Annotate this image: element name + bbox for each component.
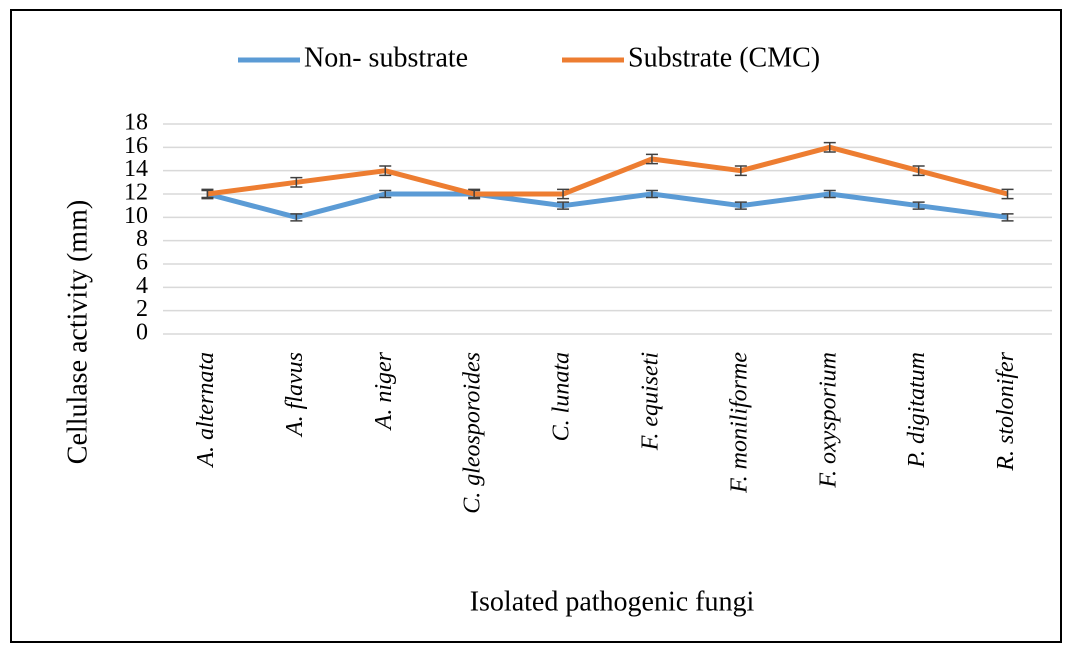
series-line [207,144,1009,197]
error-bar [379,165,392,177]
x-tick-label: C. lunata [549,352,575,441]
error-bar [290,176,303,188]
y-tick-label: 12 [124,180,148,206]
x-tick-label: F. moniliforme [726,352,752,494]
x-tick-label: F. equiseti [637,352,663,451]
y-tick-label: 14 [124,156,148,182]
error-bar [823,141,836,153]
x-tick-label: C. gleosporoides [460,352,486,514]
y-tick-label: 0 [136,320,148,346]
series-line [206,191,1008,220]
error-bar [823,189,836,199]
error-bar [1001,188,1014,200]
x-axis-label: Isolated pathogenic fungi [470,586,755,617]
error-bar [468,188,481,200]
x-tick-label: R. stolonifer [993,351,1019,471]
error-bar [734,201,747,210]
x-tick-label: A. niger [371,351,397,431]
error-bar [379,189,392,199]
y-tick-label: 16 [124,133,148,159]
x-tick-label: A. flavus [282,352,308,438]
frame [10,9,1062,643]
error-bar [912,165,925,177]
error-bar [201,188,214,200]
error-bar [645,189,658,199]
error-bar [557,188,570,200]
error-bar [912,201,925,210]
legend-label: Substrate (CMC) [628,42,820,73]
error-bar [290,213,303,222]
y-tick-label: 8 [136,226,148,252]
error-bar [1001,213,1014,222]
y-tick-label: 6 [136,250,148,276]
x-tick-label: P. digitatum [904,352,930,469]
x-tick-label: F. oxysporium [815,352,841,489]
y-tick-label: 18 [124,110,148,136]
error-bar [734,165,747,177]
y-tick-label: 4 [136,273,148,299]
y-axis-label: Cellulase activity (mm) [62,200,93,464]
error-bar [557,201,570,210]
y-tick-label: 10 [124,203,148,229]
error-bar [645,153,658,165]
legend-label: Non- substrate [304,42,468,73]
x-tick-label: A. alternata [193,352,219,469]
y-tick-label: 2 [136,296,148,322]
